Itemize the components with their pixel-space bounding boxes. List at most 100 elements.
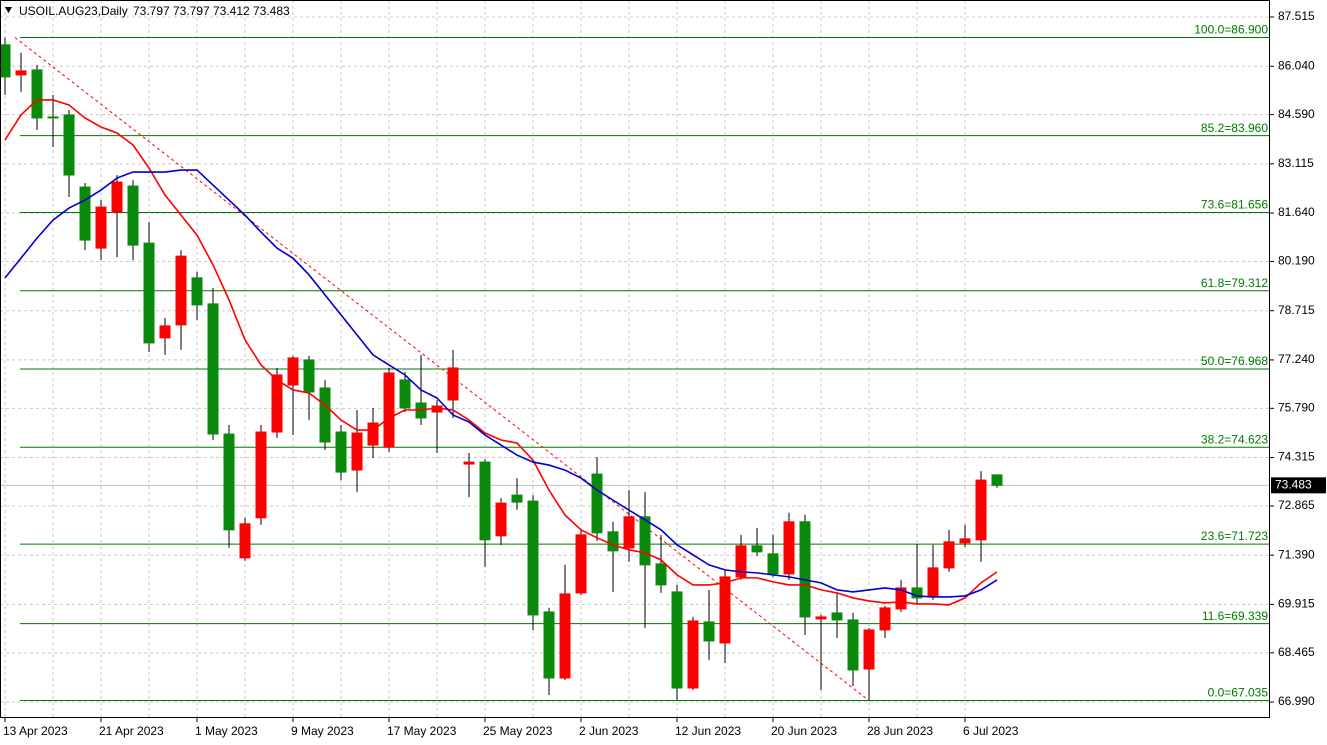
candles: [0, 37, 1003, 701]
y-tick-label: 71.390: [1278, 547, 1315, 561]
y-tick-label: 75.790: [1278, 401, 1315, 415]
candle-body: [175, 255, 187, 326]
candle-body: [719, 576, 731, 644]
candle-body: [847, 619, 859, 671]
fib-label: 61.8=79.312: [1201, 276, 1268, 290]
axes: 87.515 86.040 84.590 83.115 81.640 80.190 78.7…: [3, 9, 1326, 738]
fib-label: 38.2=74.623: [1201, 432, 1268, 446]
x-tick-label: 17 May 2023: [387, 724, 457, 738]
ohlc-high: 73.797: [173, 4, 210, 18]
x-tick-label: 9 May 2023: [291, 724, 354, 738]
candle-body: [559, 593, 571, 679]
candle-body: [703, 621, 715, 642]
moving-averages: [4, 99, 998, 606]
fib-label: 0.0=67.035: [1208, 686, 1269, 700]
candle-body: [287, 357, 299, 386]
fib-label: 85.2=83.960: [1201, 121, 1268, 135]
x-tick-label: 6 Jul 2023: [963, 724, 1019, 738]
candle-body: [639, 516, 651, 566]
candle-body: [959, 538, 971, 544]
candle-body: [79, 186, 91, 241]
candle-body: [479, 461, 491, 541]
fib-label: 50.0=76.968: [1201, 354, 1268, 368]
candle-body: [815, 616, 827, 620]
y-tick-label: 69.915: [1278, 597, 1315, 611]
candle-body: [927, 567, 939, 598]
fib-label: 73.6=81.656: [1201, 198, 1268, 212]
candle-body: [31, 69, 43, 119]
y-tick-label: 84.590: [1278, 107, 1315, 121]
candle-body: [655, 563, 667, 586]
candle-body: [367, 422, 379, 446]
fib-label: 11.6=69.339: [1202, 609, 1269, 623]
candle-body: [991, 474, 1003, 486]
candle-body: [399, 379, 411, 409]
candle-body: [303, 359, 315, 393]
y-tick-label: 86.040: [1278, 58, 1315, 72]
fib-label: 100.0=86.900: [1194, 23, 1268, 37]
y-tick-label: 77.240: [1278, 352, 1315, 366]
candle-body: [111, 181, 123, 213]
ohlc-close: 73.483: [253, 4, 290, 18]
candle-body: [0, 44, 11, 78]
candle-body: [159, 325, 171, 339]
candle-body: [495, 502, 507, 537]
x-tick-label: 20 Jun 2023: [771, 724, 837, 738]
candle-body: [95, 206, 107, 249]
candle-body: [895, 587, 907, 610]
y-tick-label: 83.115: [1278, 156, 1314, 170]
x-tick-label: 28 Jun 2023: [867, 724, 933, 738]
candle-body: [143, 242, 155, 344]
candle-body: [735, 545, 747, 578]
fib-label: 23.6=71.723: [1201, 529, 1268, 543]
candle-body: [575, 534, 587, 594]
candle-body: [751, 545, 763, 553]
candle-body: [319, 387, 331, 443]
y-tick-label: 74.315: [1278, 450, 1315, 464]
candle-body: [255, 431, 267, 519]
candle-body: [207, 303, 219, 435]
price-box: [1271, 477, 1326, 494]
candle-body: [975, 479, 987, 541]
plot-frame: [0, 0, 1270, 718]
menu-arrow[interactable]: [5, 7, 12, 13]
y-tick-label: 81.640: [1278, 205, 1315, 219]
candle-body: [127, 185, 139, 246]
y-tick-label: 87.515: [1278, 9, 1315, 23]
x-tick-label: 12 Jun 2023: [675, 724, 741, 738]
candle-body: [191, 277, 203, 306]
candle-body: [767, 553, 779, 575]
moving-average: [4, 169, 998, 598]
candle-body: [799, 521, 811, 618]
y-tick-label: 78.715: [1278, 303, 1315, 317]
chart-title: USOIL.AUG23,Daily: [19, 4, 128, 18]
y-tick-label: 72.865: [1278, 498, 1315, 512]
candle-body: [63, 114, 75, 176]
candle-body: [687, 620, 699, 689]
ohlc-open: 73.797: [133, 4, 170, 18]
y-tick-label: 80.190: [1278, 254, 1315, 268]
price-box-label: 73.483: [1275, 478, 1312, 492]
moving-average: [4, 99, 998, 606]
candle-body: [831, 612, 843, 621]
candle-body: [671, 591, 683, 689]
candle-body: [591, 473, 603, 534]
candle-body: [783, 521, 795, 575]
candle-body: [47, 116, 59, 119]
y-tick-label: 68.465: [1278, 645, 1315, 659]
candle-body: [239, 523, 251, 559]
candle-body: [943, 541, 955, 569]
x-tick-label: 1 May 2023: [195, 724, 258, 738]
x-tick-label: 2 Jun 2023: [579, 724, 639, 738]
candle-body: [543, 611, 555, 679]
candle-body: [447, 367, 459, 401]
candle-body: [383, 372, 395, 448]
candle-body: [879, 607, 891, 631]
x-tick-label: 21 Apr 2023: [99, 724, 164, 738]
candle-body: [863, 629, 875, 670]
candle-body: [351, 432, 363, 471]
candle-body: [15, 70, 27, 76]
candle-body: [271, 374, 283, 433]
